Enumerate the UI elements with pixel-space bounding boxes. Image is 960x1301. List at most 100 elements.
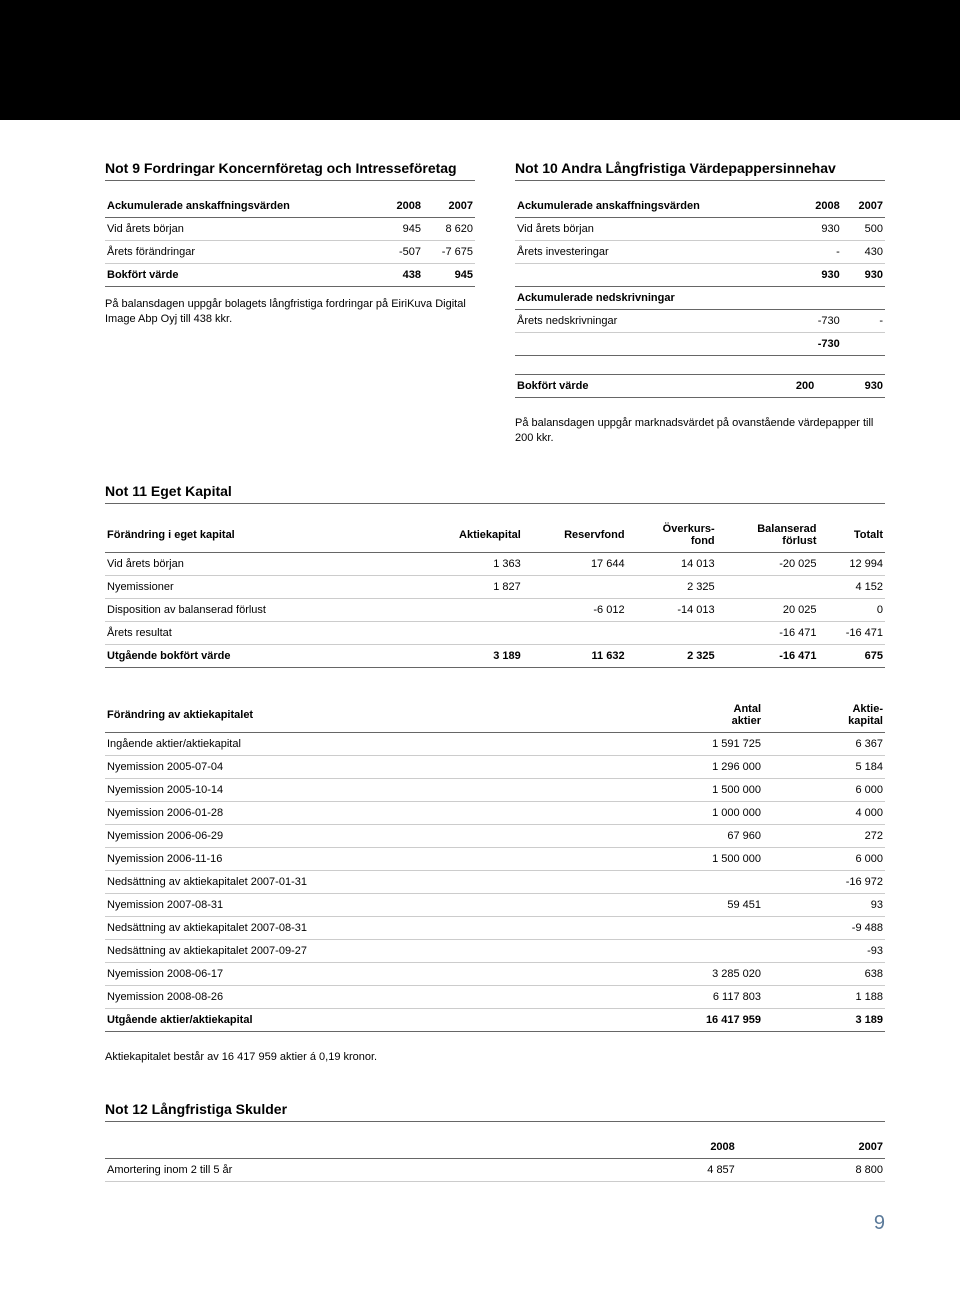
header-col: Aktie- kapital [763, 698, 885, 733]
header-year1: 2008 [381, 195, 423, 218]
cell: 4 152 [819, 575, 885, 598]
header-col: Reservfond [523, 518, 627, 553]
cell: 1 500 000 [589, 847, 763, 870]
cell: 6 117 803 [589, 985, 763, 1008]
table-row: Nyemission 2005-10-141 500 0006 000 [105, 778, 885, 801]
cell: 3 189 [417, 644, 523, 667]
table-row: -730 [515, 333, 885, 356]
table-total-row: Utgående aktier/aktiekapital 16 417 959 … [105, 1008, 885, 1031]
cell-value: 930 [799, 264, 842, 287]
table-row: Amortering inom 2 till 5 år 4 857 8 800 [105, 1159, 885, 1182]
cell: Nedsättning av aktiekapitalet 2007-08-31 [105, 916, 589, 939]
cell: 3 189 [763, 1008, 885, 1031]
cell-label: Vid årets början [105, 218, 381, 241]
note12-section: Not 12 Långfristiga Skulder 2008 2007 Am… [105, 1101, 885, 1182]
cell: Nyemission 2006-06-29 [105, 824, 589, 847]
cell: Nyemission 2008-08-26 [105, 985, 589, 1008]
header-label: Ackumulerade anskaffningsvärden [105, 195, 381, 218]
table-row: Nyemission 2006-01-281 000 0004 000 [105, 801, 885, 824]
cell: 12 994 [819, 552, 885, 575]
note9-column: Not 9 Fordringar Koncernföretag och Intr… [105, 160, 475, 447]
header-col: Överkurs- fond [627, 518, 717, 553]
cell: -9 488 [763, 916, 885, 939]
cell-value: - [799, 241, 842, 264]
table-row: Nedsättning av aktiekapitalet 2007-08-31… [105, 916, 885, 939]
table-header-row: Ackumulerade anskaffningsvärden 2008 200… [105, 195, 475, 218]
table-row: Nyemission 2008-08-266 117 8031 188 [105, 985, 885, 1008]
table-subtotal-row: 930 930 [515, 264, 885, 287]
cell-value: 4 857 [589, 1159, 737, 1182]
table-row: Ingående aktier/aktiekapital1 591 7256 3… [105, 732, 885, 755]
note10-table: Ackumulerade anskaffningsvärden 2008 200… [515, 195, 885, 356]
table-row: Vid årets början 1 363 17 644 14 013 -20… [105, 552, 885, 575]
cell: Nyemission 2005-10-14 [105, 778, 589, 801]
cell-label: Bokfört värde [105, 264, 381, 287]
cell: -14 013 [627, 598, 717, 621]
cell-value: 930 [842, 264, 885, 287]
cell: Utgående aktier/aktiekapital [105, 1008, 589, 1031]
table-row: Nyemissioner 1 827 2 325 4 152 [105, 575, 885, 598]
cell: Nyemission 2006-11-16 [105, 847, 589, 870]
cell: -16 471 [819, 621, 885, 644]
cell: -6 012 [523, 598, 627, 621]
cell [589, 870, 763, 893]
cell: Utgående bokfört värde [105, 644, 417, 667]
header-col: Antal aktier [589, 698, 763, 733]
cell-value: 930 [799, 218, 842, 241]
header-year1: 2008 [589, 1136, 737, 1159]
note9-title: Not 9 Fordringar Koncernföretag och Intr… [105, 160, 475, 181]
cell [523, 575, 627, 598]
table-total-row: Utgående bokfört värde 3 189 11 632 2 32… [105, 644, 885, 667]
cell-value: 438 [381, 264, 423, 287]
cell: -16 471 [717, 621, 819, 644]
cell: Årets resultat [105, 621, 417, 644]
cell: Nedsättning av aktiekapitalet 2007-01-31 [105, 870, 589, 893]
table-row: Nyemission 2006-06-2967 960272 [105, 824, 885, 847]
cell-value: 945 [381, 218, 423, 241]
cell: Ingående aktier/aktiekapital [105, 732, 589, 755]
note12-title: Not 12 Långfristiga Skulder [105, 1101, 885, 1122]
cell: 2 325 [627, 575, 717, 598]
header-year2: 2007 [423, 195, 475, 218]
cell [589, 939, 763, 962]
cell [589, 916, 763, 939]
note10-footnote: På balansdagen uppgår marknadsvärdet på … [515, 416, 885, 447]
header-label: Ackumulerade anskaffningsvärden [515, 195, 799, 218]
cell: Nyemission 2006-01-28 [105, 801, 589, 824]
cell: 0 [819, 598, 885, 621]
cell-value: - [842, 310, 885, 333]
table-total-row: Bokfört värde 200 930 [515, 375, 885, 398]
note11-footnote: Aktiekapitalet består av 16 417 959 akti… [105, 1050, 885, 1065]
cell: Vid årets början [105, 552, 417, 575]
cell: 59 451 [589, 893, 763, 916]
cell: 1 591 725 [589, 732, 763, 755]
table-row: Årets investeringar - 430 [515, 241, 885, 264]
cell: 6 000 [763, 778, 885, 801]
cell: 1 827 [417, 575, 523, 598]
table-total-row: Bokfört värde 438 945 [105, 264, 475, 287]
cell [523, 621, 627, 644]
header-label: Förändring i eget kapital [105, 518, 417, 553]
cell-value: 500 [842, 218, 885, 241]
cell [717, 575, 819, 598]
table-header-row: 2008 2007 [105, 1136, 885, 1159]
cell [417, 598, 523, 621]
cell: 14 013 [627, 552, 717, 575]
cell-label [515, 264, 799, 287]
cell-value: 930 [816, 375, 885, 398]
section-label: Ackumulerade nedskrivningar [515, 287, 885, 310]
cell-value: -730 [799, 310, 842, 333]
note10-column: Not 10 Andra Långfristiga Värdepappersin… [515, 160, 885, 447]
cell-label: Bokfört värde [515, 375, 747, 398]
table-row: Vid årets början 930 500 [515, 218, 885, 241]
cell: 2 325 [627, 644, 717, 667]
table-row: Årets nedskrivningar -730 - [515, 310, 885, 333]
header-col: Totalt [819, 518, 885, 553]
cell-value: 945 [423, 264, 475, 287]
cell-value: 430 [842, 241, 885, 264]
cell-label: Årets nedskrivningar [515, 310, 799, 333]
header-col: Aktiekapital [417, 518, 523, 553]
cell: 272 [763, 824, 885, 847]
cell: 93 [763, 893, 885, 916]
cell: 6 000 [763, 847, 885, 870]
